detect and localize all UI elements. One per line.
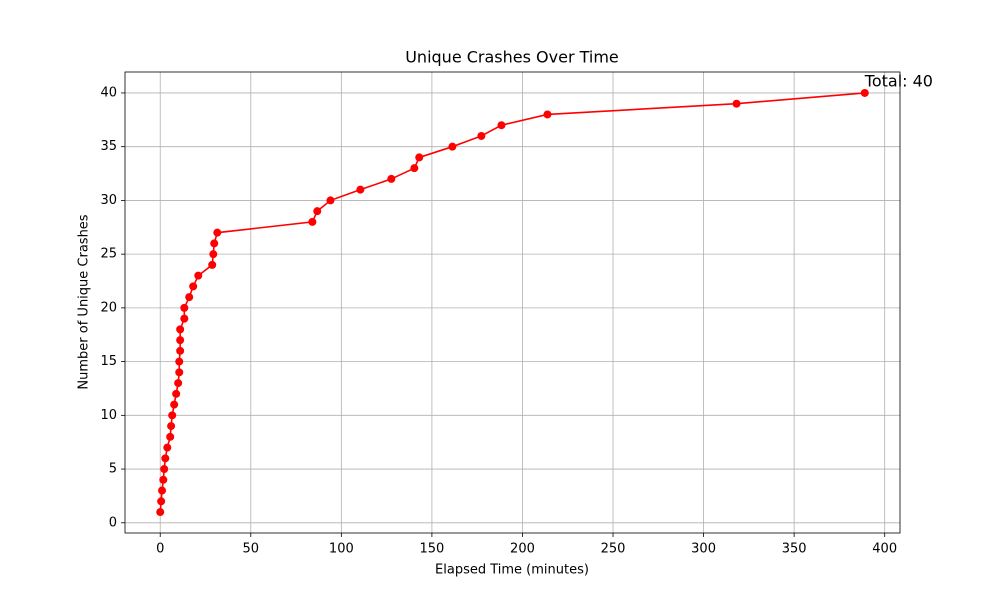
y-tick-label: 30 — [100, 193, 117, 208]
data-point — [180, 314, 189, 323]
data-point — [156, 508, 165, 517]
data-point — [175, 357, 184, 366]
data-point — [387, 174, 396, 183]
data-point — [194, 271, 203, 280]
x-tick-label: 150 — [419, 542, 444, 557]
x-tick-label: 400 — [872, 542, 897, 557]
y-tick-label: 20 — [100, 300, 117, 315]
chart-title: Unique Crashes Over Time — [405, 48, 619, 67]
x-tick-label: 200 — [510, 542, 535, 557]
data-point — [161, 454, 170, 463]
y-tick-label: 40 — [100, 85, 117, 100]
y-axis-label: Number of Unique Crashes — [77, 214, 92, 389]
data-point — [448, 142, 457, 151]
x-tick-label: 250 — [601, 542, 626, 557]
data-point — [308, 217, 317, 226]
x-tick-label: 300 — [691, 542, 716, 557]
axes-frame — [124, 71, 901, 534]
x-tick-label: 0 — [156, 542, 164, 557]
data-point — [189, 282, 198, 291]
data-line — [159, 92, 865, 513]
x-axis-label: Elapsed Time (minutes) — [435, 563, 589, 578]
data-point — [157, 497, 166, 506]
y-tick-label: 10 — [100, 408, 117, 423]
data-point — [356, 185, 365, 194]
data-point — [160, 465, 169, 474]
data-point — [168, 411, 177, 420]
x-tick-label: 100 — [329, 542, 354, 557]
data-point — [732, 99, 741, 108]
data-point — [170, 400, 179, 409]
data-point — [180, 303, 189, 312]
data-point — [176, 346, 185, 355]
data-point — [166, 432, 175, 441]
x-tick-label: 350 — [782, 542, 807, 557]
y-tick-label: 25 — [100, 247, 117, 262]
y-tick-label: 15 — [100, 354, 117, 369]
y-tick-label: 0 — [109, 515, 117, 530]
data-point — [163, 443, 172, 452]
data-point — [172, 389, 181, 398]
data-point — [213, 228, 222, 237]
data-point — [167, 422, 176, 431]
data-point — [175, 368, 184, 377]
data-point — [185, 293, 194, 302]
y-tick-label: 35 — [100, 139, 117, 154]
data-point — [543, 110, 552, 119]
data-point — [176, 336, 185, 345]
data-point — [497, 121, 506, 130]
data-point — [176, 325, 185, 334]
data-point — [209, 250, 218, 259]
data-point — [158, 486, 167, 495]
data-point — [860, 88, 869, 97]
data-point — [415, 153, 424, 162]
annotation: Total: 40 — [864, 71, 933, 90]
data-point — [210, 239, 219, 248]
data-point — [159, 475, 168, 484]
data-point — [477, 131, 486, 140]
data-point — [326, 196, 335, 205]
data-point — [174, 379, 183, 388]
data-point — [208, 260, 217, 269]
y-tick-label: 5 — [109, 462, 117, 477]
data-point — [410, 164, 419, 173]
x-tick-label: 50 — [243, 542, 260, 557]
data-point — [313, 207, 322, 216]
